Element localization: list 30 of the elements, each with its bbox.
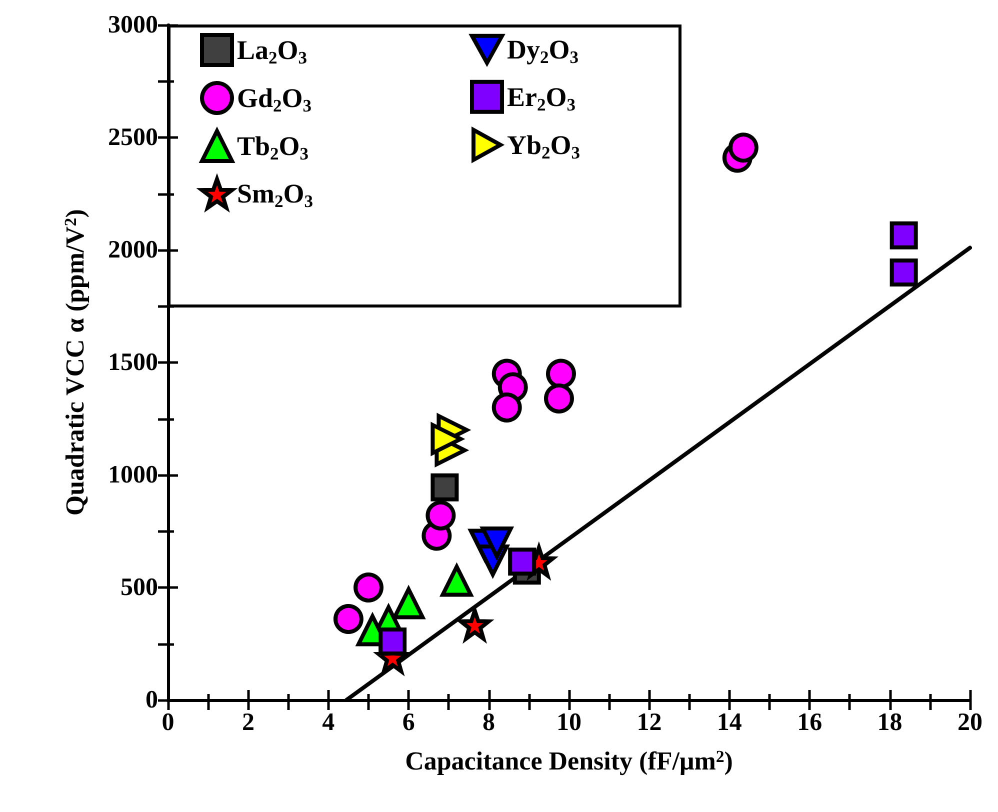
point <box>508 548 536 576</box>
x-tick-label: 6 <box>402 709 415 736</box>
x-tick-label: 0 <box>162 709 174 736</box>
x-tick-label: 2 <box>242 709 254 736</box>
x-tick-label: 4 <box>322 709 336 736</box>
point <box>333 604 364 634</box>
y-tick-label: 0 <box>146 686 158 714</box>
y-axis-title: Quadratic VCC α (ppm/V2) <box>60 209 90 516</box>
y-tick-label: 2000 <box>108 236 158 264</box>
point <box>430 473 459 502</box>
y-tick-label: 3000 <box>108 12 158 38</box>
y-tick-label: 1000 <box>108 462 158 488</box>
y-tick-label: 2500 <box>108 124 158 151</box>
point <box>426 500 456 530</box>
point <box>890 221 918 250</box>
point <box>890 258 918 286</box>
point <box>354 572 384 602</box>
x-tick-label: 10 <box>556 709 582 736</box>
x-tick-label: 16 <box>797 709 822 736</box>
point <box>492 392 522 422</box>
point <box>544 384 574 414</box>
x-tick-label: 18 <box>877 709 902 736</box>
x-tick-label: 14 <box>716 709 742 736</box>
y-tick-label: 1500 <box>108 349 158 376</box>
point <box>546 358 576 389</box>
x-tick-label: 20 <box>958 709 982 736</box>
x-tick-label: 12 <box>636 709 662 736</box>
x-tick-label: 8 <box>482 709 496 736</box>
point <box>728 132 758 163</box>
y-tick-label: 500 <box>120 574 158 601</box>
